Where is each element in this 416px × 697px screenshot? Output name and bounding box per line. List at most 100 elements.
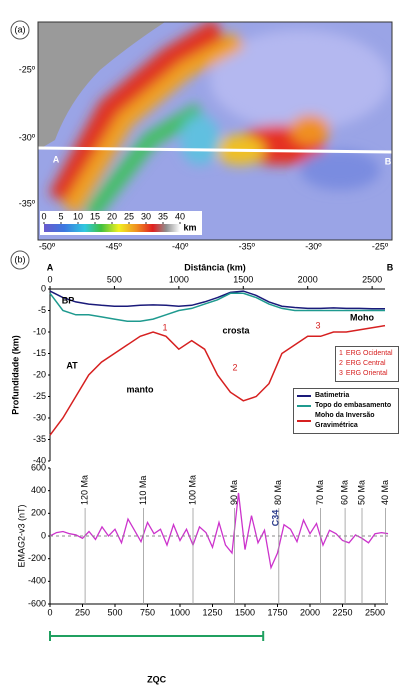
colorbar-unit: km bbox=[183, 222, 196, 232]
colorbar-tick-label: 30 bbox=[141, 211, 151, 221]
lon-label: -45º bbox=[105, 241, 122, 251]
y-tick-label: -35 bbox=[33, 434, 46, 444]
x-tick-label: 1500 bbox=[235, 607, 255, 617]
map-frame bbox=[37, 21, 393, 241]
y-tick-label: 600 bbox=[31, 462, 46, 472]
chron-label: 70 Ma bbox=[315, 480, 325, 505]
x-tick-label: 2000 bbox=[300, 607, 320, 617]
y-tick-label: -30 bbox=[33, 412, 46, 422]
x-tick-label: 0 bbox=[47, 607, 52, 617]
lat-label: -35º bbox=[19, 198, 36, 208]
map bbox=[38, 22, 392, 240]
y-tick-label: -10 bbox=[33, 326, 46, 336]
region-name: ERG Ocidental bbox=[345, 350, 393, 357]
y-tick-label: -600 bbox=[28, 598, 46, 608]
lon-label: -50º bbox=[39, 241, 56, 251]
legend-swatch bbox=[297, 395, 311, 397]
annotation: AT bbox=[66, 360, 78, 370]
lon-label: -35º bbox=[239, 241, 256, 251]
x-tick-label: 500 bbox=[107, 607, 122, 617]
point-label: A bbox=[53, 154, 60, 164]
legend-label: Moho da Inversão Gravimétrica bbox=[315, 412, 375, 429]
x-tick-label: 1000 bbox=[170, 607, 190, 617]
x-tick-label: 1500 bbox=[233, 274, 253, 284]
y-axis-label: EMAG2-v3 (nT) bbox=[16, 504, 26, 567]
point-label: B bbox=[385, 156, 392, 166]
y-tick-label: 400 bbox=[31, 485, 46, 495]
x-tick-label: 750 bbox=[140, 607, 155, 617]
chron-label: 40 Ma bbox=[380, 480, 390, 505]
annotation: 2 bbox=[232, 362, 237, 372]
colorbar-tick-label: 10 bbox=[73, 211, 83, 221]
y-tick-label: 0 bbox=[41, 283, 46, 293]
y-tick-label: -5 bbox=[38, 305, 46, 315]
x-tick-label: 1000 bbox=[169, 274, 189, 284]
annotation: 1 bbox=[162, 322, 167, 332]
series-line bbox=[49, 492, 389, 570]
x-tick-label: 250 bbox=[75, 607, 90, 617]
x-tick-label: 0 bbox=[47, 274, 52, 284]
lat-label: -25º bbox=[19, 64, 36, 74]
region-item: 3 ERG Oriental bbox=[339, 369, 395, 379]
x-axis-label: Distância (km) bbox=[184, 262, 246, 272]
lon-label: -30º bbox=[305, 241, 322, 251]
series-line bbox=[49, 324, 386, 436]
point-label: B bbox=[387, 262, 394, 272]
chron-label: 80 Ma bbox=[273, 480, 283, 505]
y-tick-label: -40 bbox=[33, 455, 46, 465]
legend: Batimetria Topo do embasamento Moho da Inv… bbox=[293, 388, 399, 434]
x-tick-label: 1250 bbox=[202, 607, 222, 617]
zqc-label: ZQC bbox=[147, 674, 166, 684]
colorbar bbox=[44, 224, 180, 232]
region-name: ERG Oriental bbox=[345, 370, 388, 377]
colorbar-tick-label: 15 bbox=[90, 211, 100, 221]
x-tick-label: 2500 bbox=[365, 607, 385, 617]
y-tick-label: -15 bbox=[33, 348, 46, 358]
chron-label: 100 Ma bbox=[187, 475, 197, 505]
colorbar-tick-label: 0 bbox=[41, 211, 46, 221]
x-tick-label: 2000 bbox=[298, 274, 318, 284]
chron-label: 60 Ma bbox=[339, 480, 349, 505]
panel-label: (a) bbox=[15, 24, 26, 34]
region-name: ERG Central bbox=[345, 360, 386, 367]
chron-label: 50 Ma bbox=[356, 480, 366, 505]
annotation: Moho bbox=[350, 312, 374, 322]
region-item: 2 ERG Central bbox=[339, 359, 395, 369]
legend-swatch bbox=[297, 420, 311, 422]
y-tick-label: -25 bbox=[33, 391, 46, 401]
y-tick-label: -200 bbox=[28, 553, 46, 563]
panel-label: (b) bbox=[15, 254, 26, 264]
lon-label: -25º bbox=[372, 241, 389, 251]
x-tick-label: 2250 bbox=[332, 607, 352, 617]
annotation: BP bbox=[62, 295, 75, 305]
legend-label: Topo do embasamento bbox=[315, 402, 392, 409]
colorbar-tick-label: 35 bbox=[158, 211, 168, 221]
annotation: manto bbox=[127, 384, 155, 394]
series-line bbox=[49, 292, 385, 323]
chron-label: 120 Ma bbox=[79, 475, 89, 505]
colorbar-tick-label: 40 bbox=[175, 211, 185, 221]
legend-item: Batimetria bbox=[297, 391, 395, 401]
region-number: 3 bbox=[339, 370, 343, 377]
region-legend: 1 ERG Ocidental 2 ERG Central 3 ERG Oriental bbox=[335, 346, 399, 382]
y-tick-label: -400 bbox=[28, 576, 46, 586]
colorbar-tick-label: 20 bbox=[107, 211, 117, 221]
colorbar-tick-label: 5 bbox=[58, 211, 63, 221]
x-tick-label: 1750 bbox=[267, 607, 287, 617]
legend-label: Batimetria bbox=[315, 392, 350, 399]
y-tick-label: -20 bbox=[33, 369, 46, 379]
region-number: 1 bbox=[339, 350, 343, 357]
region-number: 2 bbox=[339, 360, 343, 367]
y-tick-label: 0 bbox=[41, 530, 46, 540]
y-axis-label: Profundidade (km) bbox=[10, 335, 20, 415]
label-ring bbox=[10, 250, 30, 270]
legend-item: Moho da Inversão Gravimétrica bbox=[297, 411, 395, 431]
colorbar-tick-label: 25 bbox=[124, 211, 134, 221]
series-line bbox=[49, 290, 385, 310]
lon-label: -40º bbox=[172, 241, 189, 251]
x-tick-label: 2500 bbox=[362, 274, 382, 284]
annotation: C34 bbox=[270, 510, 280, 527]
x-tick-label: 500 bbox=[107, 274, 122, 284]
